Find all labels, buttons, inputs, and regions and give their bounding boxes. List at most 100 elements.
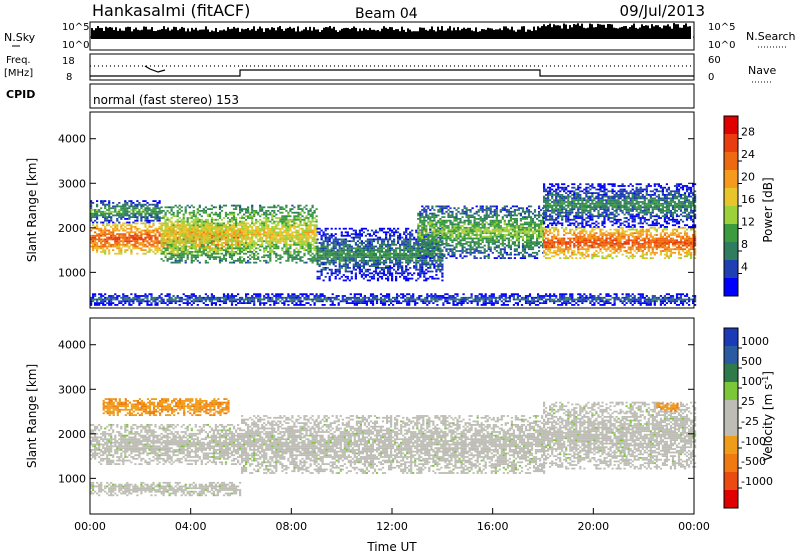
echo-cell xyxy=(405,270,408,273)
echo-cell xyxy=(247,243,250,246)
echo-cell xyxy=(479,257,482,259)
echo-cell xyxy=(399,256,402,259)
echo-cell xyxy=(360,249,363,251)
echo-cell xyxy=(435,249,438,251)
echo-cell xyxy=(475,243,478,245)
echo-cell xyxy=(374,249,378,251)
echo-cell xyxy=(431,237,434,240)
echo-cell xyxy=(192,231,195,234)
echo-cell xyxy=(176,206,179,209)
echo-cell xyxy=(419,232,422,235)
echo-cell xyxy=(397,256,400,259)
echo-cell xyxy=(491,210,494,213)
echo-cell xyxy=(98,210,101,213)
echo-cell xyxy=(156,214,159,217)
echo-cell xyxy=(178,211,181,214)
echo-cell xyxy=(138,203,141,206)
echo-cell xyxy=(283,252,286,255)
echo-cell xyxy=(136,203,139,206)
noise-bar xyxy=(465,28,467,39)
echo-cell xyxy=(423,251,426,253)
echo-cell xyxy=(469,251,472,254)
echo-cell xyxy=(287,233,290,235)
echo-cell xyxy=(222,224,226,227)
echo-cell xyxy=(130,227,133,230)
echo-cell xyxy=(239,249,242,251)
echo-cell xyxy=(184,243,187,246)
echo-cell xyxy=(354,249,357,251)
echo-cell xyxy=(216,229,219,232)
echo-cell xyxy=(320,261,323,264)
echo-cell xyxy=(429,241,432,243)
echo-cell xyxy=(429,234,432,236)
echo-cell xyxy=(100,207,103,210)
echo-cell xyxy=(320,263,323,266)
echo-cell xyxy=(332,234,335,237)
echo-cell xyxy=(469,209,472,211)
echo-cell xyxy=(415,261,418,264)
echo-cell xyxy=(265,238,268,241)
echo-cell xyxy=(122,240,125,243)
echo-cell xyxy=(385,259,388,262)
echo-cell xyxy=(202,210,205,212)
echo-cell xyxy=(360,261,363,264)
echo-cell xyxy=(328,261,331,264)
echo-cell xyxy=(108,236,111,239)
echo-cell xyxy=(403,240,406,243)
echo-cell xyxy=(232,238,236,241)
echo-cell xyxy=(265,242,268,244)
echo-cell xyxy=(214,234,217,237)
echo-cell xyxy=(295,238,298,241)
echo-cell xyxy=(316,258,319,260)
echo-cell xyxy=(358,249,361,251)
echo-cell xyxy=(433,212,436,215)
echo-cell xyxy=(144,236,147,239)
echo-cell xyxy=(354,258,357,260)
echo-cell xyxy=(214,211,217,214)
noise-bar xyxy=(91,28,93,39)
echo-cell xyxy=(469,243,472,245)
echo-cell xyxy=(449,223,452,226)
noise-bar xyxy=(311,30,313,39)
echo-cell xyxy=(118,252,121,255)
echo-cell xyxy=(96,247,99,250)
echo-cell xyxy=(370,249,374,251)
echo-cell xyxy=(108,221,111,224)
echo-cell xyxy=(297,213,300,216)
echo-cell xyxy=(228,245,232,248)
echo-cell xyxy=(342,274,345,276)
echo-cell xyxy=(449,230,452,233)
echo-cell xyxy=(247,211,250,214)
echo-cell xyxy=(313,234,316,237)
echo-cell xyxy=(346,267,349,269)
echo-cell xyxy=(267,206,270,209)
echo-cell xyxy=(417,274,420,276)
echo-cell xyxy=(247,208,250,210)
echo-cell xyxy=(350,254,353,257)
echo-cell xyxy=(471,246,474,249)
echo-cell xyxy=(178,208,181,210)
echo-cell xyxy=(114,236,117,239)
echo-cell xyxy=(263,227,266,230)
noise-bar xyxy=(577,23,579,39)
echo-cell xyxy=(303,211,306,214)
noise-bar xyxy=(369,27,371,39)
echo-cell xyxy=(98,229,101,232)
echo-cell xyxy=(267,245,270,248)
echo-cell xyxy=(243,243,246,246)
echo-cell xyxy=(150,231,153,234)
echo-cell xyxy=(461,243,464,245)
noise-bar xyxy=(437,26,439,39)
echo-cell xyxy=(247,233,250,235)
echo-cell xyxy=(401,261,404,264)
echo-cell xyxy=(360,254,363,257)
echo-cell xyxy=(239,220,242,223)
echo-cell xyxy=(289,252,292,255)
echo-cell xyxy=(220,210,224,212)
echo-cell xyxy=(385,238,388,241)
echo-cell xyxy=(237,240,240,243)
echo-cell xyxy=(182,233,185,235)
echo-cell xyxy=(491,243,494,245)
echo-cell xyxy=(249,231,252,234)
echo-cell xyxy=(162,242,165,244)
